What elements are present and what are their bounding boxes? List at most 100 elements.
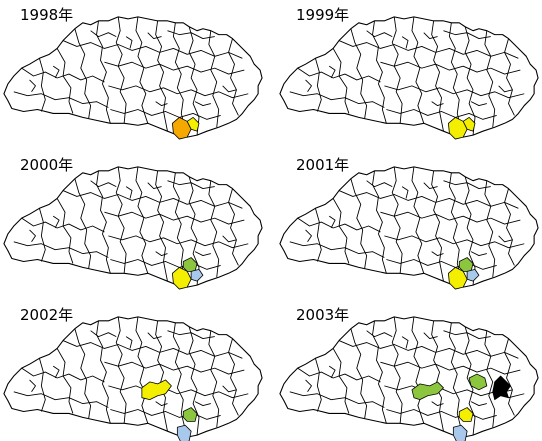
- municipal-border: [386, 409, 497, 420]
- municipal-border: [484, 180, 496, 278]
- municipal-border: [366, 30, 393, 38]
- municipal-border: [431, 101, 444, 107]
- municipal-border: [222, 235, 237, 243]
- municipal-border: [222, 385, 237, 393]
- municipal-border: [52, 365, 60, 379]
- highlight-east-central: [468, 373, 488, 391]
- municipal-border: [328, 65, 336, 79]
- municipal-border: [222, 85, 237, 93]
- municipal-border: [74, 328, 92, 419]
- municipal-border: [498, 85, 513, 93]
- municipal-border: [155, 20, 168, 132]
- municipal-border: [125, 186, 133, 199]
- prefecture-map-4: [279, 166, 539, 290]
- municipal-border: [90, 330, 117, 338]
- highlight-south-b: [462, 116, 476, 132]
- year-label-3: 2000年: [20, 156, 74, 174]
- municipal-border: [338, 190, 519, 209]
- municipal-border: [423, 32, 438, 40]
- municipal-border: [125, 36, 133, 49]
- municipal-border: [423, 332, 438, 340]
- prefecture-outline: [279, 16, 539, 138]
- municipal-border: [108, 85, 249, 99]
- municipal-border: [167, 330, 215, 340]
- municipal-border: [62, 190, 243, 209]
- municipal-border: [443, 30, 491, 40]
- prefecture-outline: [3, 16, 263, 138]
- municipal-border: [464, 176, 476, 286]
- municipal-border: [297, 367, 381, 383]
- municipal-border: [155, 401, 168, 407]
- highlight-south-a: [448, 116, 468, 140]
- municipal-border: [350, 178, 368, 269]
- municipal-border: [208, 30, 220, 128]
- municipal-border: [448, 322, 464, 438]
- municipal-border: [484, 30, 496, 128]
- municipal-border: [423, 182, 438, 190]
- municipal-border: [52, 215, 60, 229]
- municipal-border: [104, 361, 245, 375]
- municipal-border: [38, 208, 46, 262]
- municipal-border: [464, 26, 476, 136]
- municipal-border: [484, 330, 496, 428]
- municipal-border: [110, 259, 221, 270]
- municipal-border: [194, 401, 211, 407]
- municipal-border: [155, 170, 168, 282]
- municipal-border: [74, 28, 92, 119]
- municipal-border: [470, 401, 487, 407]
- municipal-border: [431, 251, 444, 257]
- municipal-border: [188, 176, 200, 286]
- municipal-border: [386, 109, 497, 120]
- municipal-border: [96, 20, 111, 124]
- municipal-border: [147, 32, 162, 40]
- municipal-border: [108, 235, 249, 249]
- municipal-border: [172, 22, 188, 138]
- municipal-border: [350, 28, 368, 119]
- municipal-border: [401, 336, 409, 349]
- prefecture-outline: [279, 316, 539, 438]
- municipal-border: [411, 166, 425, 274]
- municipal-border: [56, 198, 74, 264]
- municipal-border: [366, 330, 393, 338]
- municipal-border: [21, 67, 105, 83]
- municipal-border: [147, 332, 162, 340]
- highlight-south-a: [172, 266, 192, 290]
- prefecture-map-6: [279, 316, 539, 441]
- municipal-border: [188, 26, 200, 136]
- municipal-border: [56, 348, 74, 414]
- municipal-border: [208, 180, 220, 278]
- municipal-border: [289, 391, 385, 408]
- municipal-border: [21, 367, 105, 383]
- municipal-border: [431, 20, 444, 132]
- municipal-border: [384, 235, 525, 249]
- year-label-4: 2001年: [296, 156, 350, 174]
- municipal-border: [372, 20, 387, 124]
- municipal-border: [366, 180, 393, 188]
- municipal-border: [401, 186, 409, 199]
- year-label-2: 1999年: [296, 6, 350, 24]
- municipal-border: [62, 40, 243, 59]
- municipal-border: [135, 316, 149, 424]
- municipal-border: [155, 320, 168, 432]
- municipal-border: [56, 48, 74, 114]
- municipal-border: [155, 251, 168, 257]
- municipal-border: [431, 170, 444, 282]
- municipal-border: [332, 198, 350, 264]
- municipal-border: [90, 180, 117, 188]
- municipal-border: [464, 326, 476, 436]
- municipal-border: [305, 79, 312, 93]
- municipal-border: [443, 180, 491, 190]
- municipal-border: [380, 61, 521, 75]
- municipal-border: [332, 48, 350, 114]
- highlight-west-central: [411, 381, 444, 401]
- municipal-border: [498, 235, 513, 243]
- municipal-border: [289, 91, 385, 108]
- municipal-border: [332, 348, 350, 414]
- municipal-border: [297, 67, 381, 83]
- municipal-border: [328, 215, 336, 229]
- municipal-border: [297, 217, 381, 233]
- municipal-border: [29, 379, 36, 393]
- municipal-border: [401, 36, 409, 49]
- prefecture-map-3: [3, 166, 263, 290]
